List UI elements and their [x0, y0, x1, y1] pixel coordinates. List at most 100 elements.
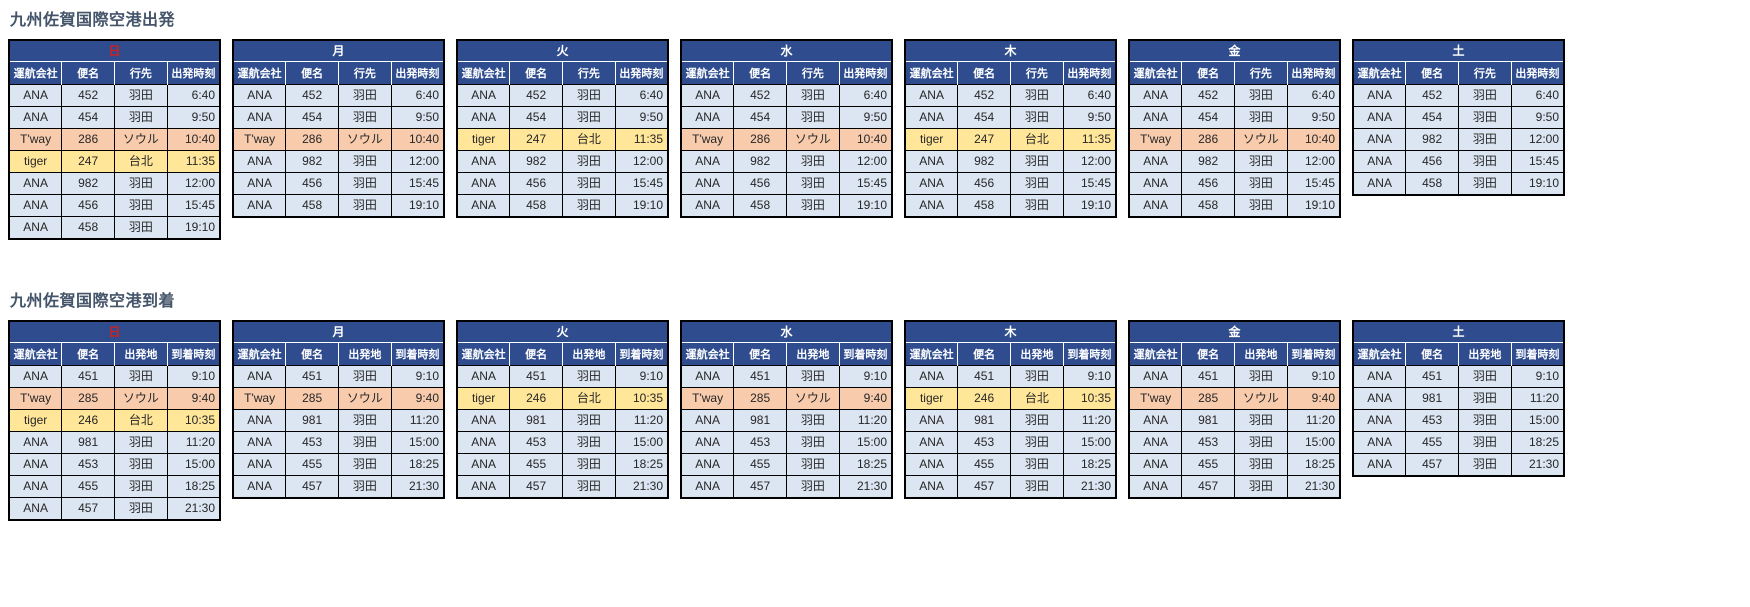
- flight-row: ANA 457 羽田 21:30: [904, 475, 1117, 499]
- flight-row: tiger 246 台北 10:35: [456, 387, 669, 410]
- flight-row: T'way 286 ソウル 10:40: [1128, 128, 1341, 151]
- flight-row: ANA 457 羽田 21:30: [1352, 453, 1565, 477]
- time-cell: 11:20: [1286, 409, 1341, 432]
- place-cell: 台北: [1010, 387, 1064, 410]
- timetable-departures-土: 土運航会社 便名 行先 出発時刻 ANA 452 羽田 6:40 ANA 454 羽田 9:50 ANA…: [1352, 39, 1565, 196]
- column-header: 到着時刻: [390, 342, 444, 366]
- airline-cell: ANA: [680, 172, 735, 195]
- flight-number-cell: 454: [1405, 106, 1459, 129]
- airline-cell: ANA: [1352, 409, 1407, 432]
- airline-cell: ANA: [680, 409, 735, 432]
- flight-number-cell: 457: [285, 475, 339, 499]
- arrivals-section: 九州佐賀国際空港到着 日運航会社 便名 出発地 到着時刻 ANA 451 羽田 9:10 T'w…: [8, 287, 1750, 521]
- time-cell: 11:20: [1062, 409, 1117, 432]
- column-header-row: 運航会社 便名 出発地 到着時刻: [1129, 342, 1340, 366]
- airline-cell: ANA: [1128, 172, 1183, 195]
- day-header-row: 水: [681, 321, 892, 343]
- time-cell: 18:25: [838, 453, 893, 476]
- day-header-row: 金: [1129, 40, 1340, 62]
- flight-number-cell: 451: [1181, 365, 1235, 388]
- place-cell: 羽田: [1458, 409, 1512, 432]
- airline-cell: ANA: [680, 453, 735, 476]
- day-header-row: 火: [457, 40, 668, 62]
- time-cell: 15:45: [614, 172, 669, 195]
- column-header: 出発地: [1234, 342, 1288, 366]
- airline-cell: T'way: [8, 128, 63, 151]
- flight-row: ANA 981 羽田 11:20: [904, 409, 1117, 432]
- time-cell: 18:25: [1062, 453, 1117, 476]
- flight-number-cell: 247: [61, 150, 115, 173]
- time-cell: 12:00: [1286, 150, 1341, 173]
- column-header: 出発地: [114, 342, 168, 366]
- flight-number-cell: 457: [1181, 475, 1235, 499]
- day-header: 火: [457, 40, 668, 62]
- flight-row: ANA 454 羽田 9:50: [8, 106, 221, 129]
- airline-cell: ANA: [680, 150, 735, 173]
- day-header: 月: [233, 321, 444, 343]
- airline-cell: ANA: [8, 216, 63, 240]
- flight-row: ANA 454 羽田 9:50: [232, 106, 445, 129]
- airline-cell: ANA: [680, 475, 735, 499]
- day-header-row: 土: [1353, 40, 1564, 62]
- flight-number-cell: 458: [61, 216, 115, 240]
- airline-cell: ANA: [904, 150, 959, 173]
- time-cell: 10:35: [614, 387, 669, 410]
- airline-cell: ANA: [232, 475, 287, 499]
- flight-number-cell: 452: [1181, 84, 1235, 107]
- airline-cell: ANA: [232, 365, 287, 388]
- day-header: 日: [9, 40, 220, 62]
- time-cell: 11:20: [838, 409, 893, 432]
- flight-number-cell: 453: [1181, 431, 1235, 454]
- day-header-row: 木: [905, 40, 1116, 62]
- flight-number-cell: 982: [61, 172, 115, 195]
- flight-number-cell: 455: [285, 453, 339, 476]
- flight-row: ANA 981 羽田 11:20: [680, 409, 893, 432]
- airline-cell: ANA: [232, 409, 287, 432]
- airline-cell: ANA: [8, 475, 63, 498]
- flight-number-cell: 457: [733, 475, 787, 499]
- column-header: 運航会社: [1129, 342, 1182, 366]
- day-header: 日: [9, 321, 220, 343]
- place-cell: 羽田: [338, 150, 392, 173]
- time-cell: 6:40: [1510, 84, 1565, 107]
- flight-number-cell: 454: [733, 106, 787, 129]
- time-cell: 15:45: [1062, 172, 1117, 195]
- place-cell: 羽田: [562, 453, 616, 476]
- flight-row: tiger 247 台北 11:35: [456, 128, 669, 151]
- time-cell: 9:50: [166, 106, 221, 129]
- flight-number-cell: 285: [61, 387, 115, 410]
- airline-cell: tiger: [8, 409, 63, 432]
- flight-number-cell: 458: [957, 194, 1011, 218]
- place-cell: 羽田: [1458, 172, 1512, 196]
- flight-number-cell: 456: [1405, 150, 1459, 173]
- column-header: 到着時刻: [838, 342, 892, 366]
- flight-row: ANA 452 羽田 6:40: [1128, 84, 1341, 107]
- departures-section: 九州佐賀国際空港出発 日運航会社 便名 行先 出発時刻 ANA 452 羽田 6:40 ANA 4…: [8, 6, 1750, 240]
- timetable-arrivals-土: 土運航会社 便名 出発地 到着時刻 ANA 451 羽田 9:10 ANA 981 羽田 11:20 A…: [1352, 320, 1565, 477]
- time-cell: 15:45: [166, 194, 221, 217]
- day-header: 水: [681, 40, 892, 62]
- flight-row: ANA 982 羽田 12:00: [904, 150, 1117, 173]
- place-cell: 羽田: [1458, 453, 1512, 477]
- day-header-row: 土: [1353, 321, 1564, 343]
- airline-cell: ANA: [232, 431, 287, 454]
- time-cell: 10:35: [166, 409, 221, 432]
- time-cell: 18:25: [1286, 453, 1341, 476]
- time-cell: 12:00: [390, 150, 445, 173]
- flight-row: ANA 456 羽田 15:45: [232, 172, 445, 195]
- flight-row: ANA 456 羽田 15:45: [1128, 172, 1341, 195]
- time-cell: 10:40: [1286, 128, 1341, 151]
- airline-cell: ANA: [232, 172, 287, 195]
- flight-row: ANA 982 羽田 12:00: [1352, 128, 1565, 151]
- flight-number-cell: 456: [285, 172, 339, 195]
- airline-cell: ANA: [1128, 453, 1183, 476]
- column-header: 運航会社: [233, 342, 286, 366]
- column-header: 運航会社: [905, 61, 958, 85]
- airline-cell: ANA: [456, 172, 511, 195]
- flight-row: ANA 458 羽田 19:10: [1352, 172, 1565, 196]
- flight-number-cell: 285: [1181, 387, 1235, 410]
- flight-row: ANA 453 羽田 15:00: [1128, 431, 1341, 454]
- time-cell: 18:25: [1510, 431, 1565, 454]
- flight-row: ANA 452 羽田 6:40: [904, 84, 1117, 107]
- column-header: 運航会社: [457, 342, 510, 366]
